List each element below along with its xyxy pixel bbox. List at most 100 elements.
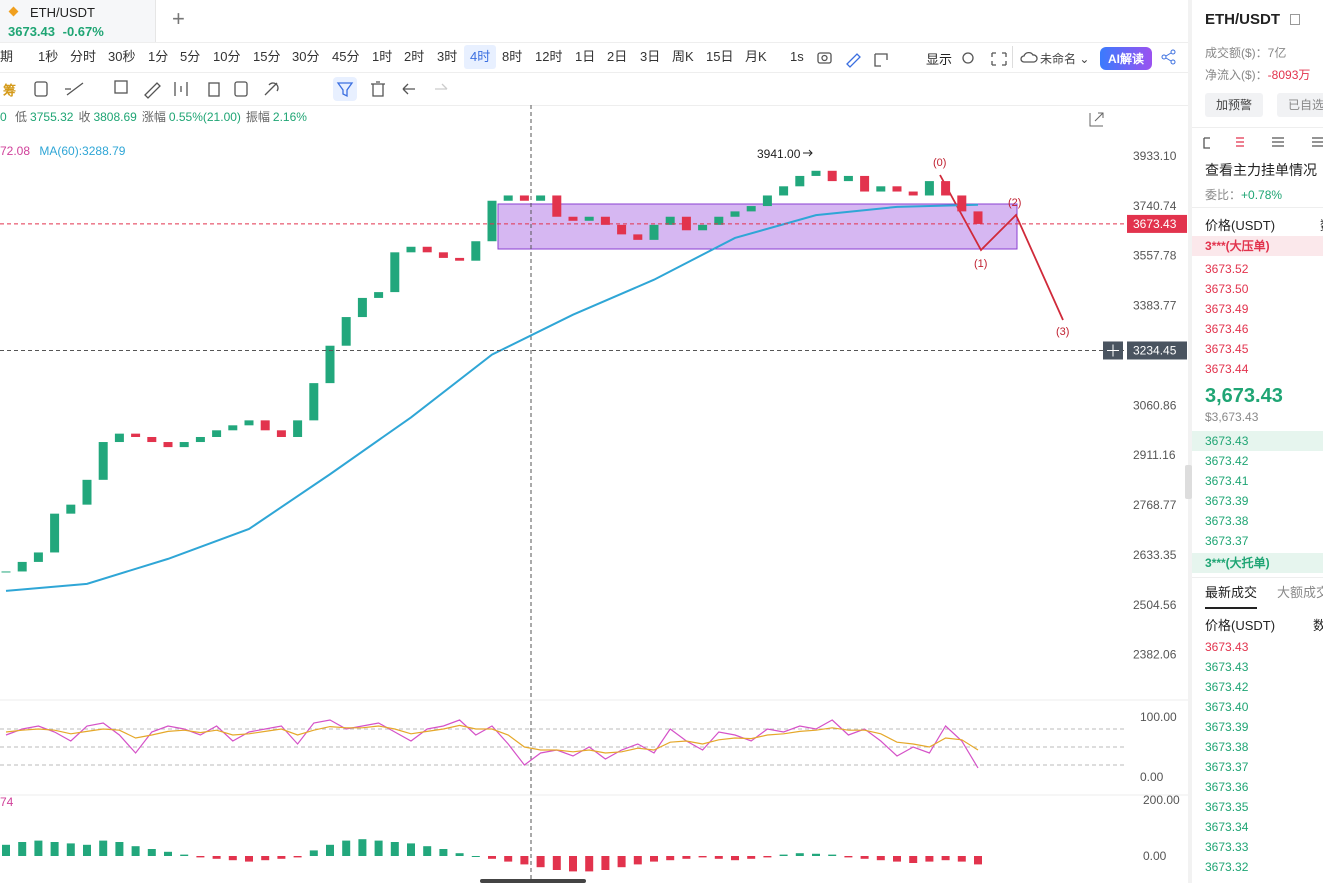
watchlist-button[interactable]: 已自选 bbox=[1277, 93, 1323, 117]
tool-icon[interactable] bbox=[208, 82, 220, 97]
interval-option[interactable]: 15日 bbox=[706, 49, 734, 64]
trade-price: 3673.42 bbox=[1205, 680, 1249, 694]
crosshair-price-label: 3234.45 bbox=[1133, 343, 1177, 357]
macd-bar bbox=[471, 856, 480, 857]
macd-bar bbox=[293, 856, 302, 858]
interval-option[interactable]: 5分 bbox=[180, 49, 201, 64]
interval-option[interactable]: 2时 bbox=[404, 49, 425, 64]
interval-option[interactable]: 10分 bbox=[213, 49, 241, 64]
trade-price: 3673.37 bbox=[1205, 760, 1249, 774]
interval-option[interactable]: 期 bbox=[0, 49, 14, 64]
trade-tab[interactable]: 大额成交 bbox=[1277, 585, 1323, 600]
interval-option[interactable]: 30分 bbox=[292, 49, 320, 64]
candle bbox=[163, 442, 173, 448]
interval-option[interactable]: 8时 bbox=[502, 49, 523, 64]
candle bbox=[422, 246, 432, 253]
interval-option[interactable]: 12时 bbox=[535, 49, 563, 64]
trade-price: 3673.40 bbox=[1205, 700, 1249, 714]
macd-axis-label: 0.00 bbox=[1143, 849, 1167, 863]
expand-icon[interactable] bbox=[1089, 112, 1104, 127]
price-axis-label: 3383.77 bbox=[1133, 299, 1177, 313]
undo-icon[interactable] bbox=[402, 83, 415, 95]
interval-option[interactable]: 1时 bbox=[372, 49, 393, 64]
fullscreen-icon[interactable] bbox=[991, 52, 1007, 66]
interval-option[interactable]: 月K bbox=[745, 49, 767, 64]
candle bbox=[617, 224, 627, 235]
candle bbox=[860, 175, 870, 192]
book-mode[interactable] bbox=[1236, 137, 1244, 147]
interval-option[interactable]: 1s bbox=[790, 49, 804, 64]
interval-option[interactable]: 1秒 bbox=[38, 49, 59, 64]
tool-icon[interactable] bbox=[264, 82, 279, 96]
tool-icon[interactable] bbox=[174, 82, 188, 96]
macd-bar bbox=[164, 851, 172, 856]
trade-tab[interactable]: 最新成交 bbox=[1205, 582, 1258, 609]
interval-option[interactable]: 3日 bbox=[640, 49, 661, 64]
macd-bar bbox=[617, 856, 626, 868]
macd-bar bbox=[844, 856, 853, 858]
interval-option[interactable]: 分时 bbox=[70, 49, 97, 64]
interval-option[interactable]: 1日 bbox=[575, 49, 596, 64]
candle bbox=[795, 175, 805, 187]
chip-button[interactable]: 筹 bbox=[3, 83, 17, 98]
tool-icon[interactable] bbox=[114, 80, 128, 94]
interval-option[interactable]: 2日 bbox=[607, 49, 628, 64]
display-button[interactable]: 显示 bbox=[926, 52, 953, 67]
layout-name[interactable]: 未命名 ⌄ bbox=[1040, 52, 1090, 66]
pen-icon[interactable] bbox=[846, 53, 861, 68]
ask-price: 3673.50 bbox=[1205, 282, 1249, 296]
info-label: 低 bbox=[15, 110, 28, 124]
filter-icon[interactable] bbox=[336, 82, 354, 98]
interval-option[interactable]: 4时 bbox=[464, 45, 497, 69]
tool-icon[interactable] bbox=[144, 82, 161, 99]
interval-option[interactable]: 30秒 bbox=[108, 49, 136, 64]
inflow: 净流入($)：-8093万 bbox=[1205, 66, 1310, 83]
candle bbox=[552, 195, 562, 217]
book-mode[interactable] bbox=[1203, 137, 1210, 149]
delete-icon[interactable] bbox=[371, 81, 385, 97]
macd-bar bbox=[83, 844, 91, 856]
symbol-tab[interactable]: ETH/USDT 3673.43 -0.67% bbox=[0, 0, 156, 42]
tool-icon[interactable] bbox=[34, 81, 48, 97]
interval-option[interactable]: 45分 bbox=[332, 49, 360, 64]
macd-bar bbox=[779, 854, 788, 856]
tab-symbol: ETH/USDT bbox=[30, 5, 95, 20]
settings-icon[interactable] bbox=[962, 52, 974, 64]
book-mode[interactable] bbox=[1272, 137, 1284, 147]
camera-icon[interactable] bbox=[817, 52, 832, 64]
candle bbox=[503, 195, 513, 201]
price-axis-label: 2504.56 bbox=[1133, 598, 1177, 612]
ask-price: 3673.49 bbox=[1205, 302, 1249, 316]
candle bbox=[17, 561, 27, 572]
depth-title[interactable]: 查看主力挂单情况 bbox=[1205, 162, 1317, 178]
macd-bar bbox=[860, 856, 869, 859]
frame-icon[interactable] bbox=[874, 53, 888, 67]
copy-icon[interactable] bbox=[1290, 14, 1300, 25]
interval-option[interactable]: 3时 bbox=[437, 49, 458, 64]
alert-button[interactable]: 加预警 bbox=[1205, 93, 1263, 117]
tool-icon[interactable] bbox=[65, 82, 84, 96]
interval-option[interactable]: 15分 bbox=[253, 49, 281, 64]
ai-button[interactable]: AI解读 bbox=[1100, 47, 1153, 70]
add-tab[interactable]: + bbox=[172, 6, 185, 31]
high-label: 3941.00 bbox=[757, 147, 801, 161]
macd-bar bbox=[423, 846, 432, 856]
macd-bar bbox=[682, 856, 691, 859]
splitter-handle[interactable] bbox=[1185, 465, 1192, 499]
chart: 3933.10 3740.74 3557.78 3383.77 3060.86 2911.… bbox=[0, 105, 1188, 883]
book-mode[interactable] bbox=[1312, 137, 1323, 147]
ask-price: 3673.45 bbox=[1205, 342, 1249, 356]
share-icon[interactable] bbox=[1160, 49, 1178, 65]
tool-icon[interactable] bbox=[234, 81, 248, 97]
interval-option[interactable]: 1分 bbox=[148, 49, 169, 64]
trade-price: 3673.38 bbox=[1205, 740, 1249, 754]
splitter[interactable] bbox=[1188, 0, 1192, 883]
macd-bar bbox=[504, 856, 513, 862]
redo-icon[interactable] bbox=[435, 83, 448, 90]
ratio-label: 委比： bbox=[1205, 188, 1242, 202]
candle bbox=[957, 195, 967, 212]
macd-bar bbox=[358, 839, 367, 856]
side-panel: ETH/USDT 成交额($)：7亿 净流入($)：-8093万 加预警 已自选… bbox=[1192, 0, 1323, 883]
scrollbar[interactable] bbox=[480, 879, 586, 883]
interval-option[interactable]: 周K bbox=[672, 49, 694, 64]
